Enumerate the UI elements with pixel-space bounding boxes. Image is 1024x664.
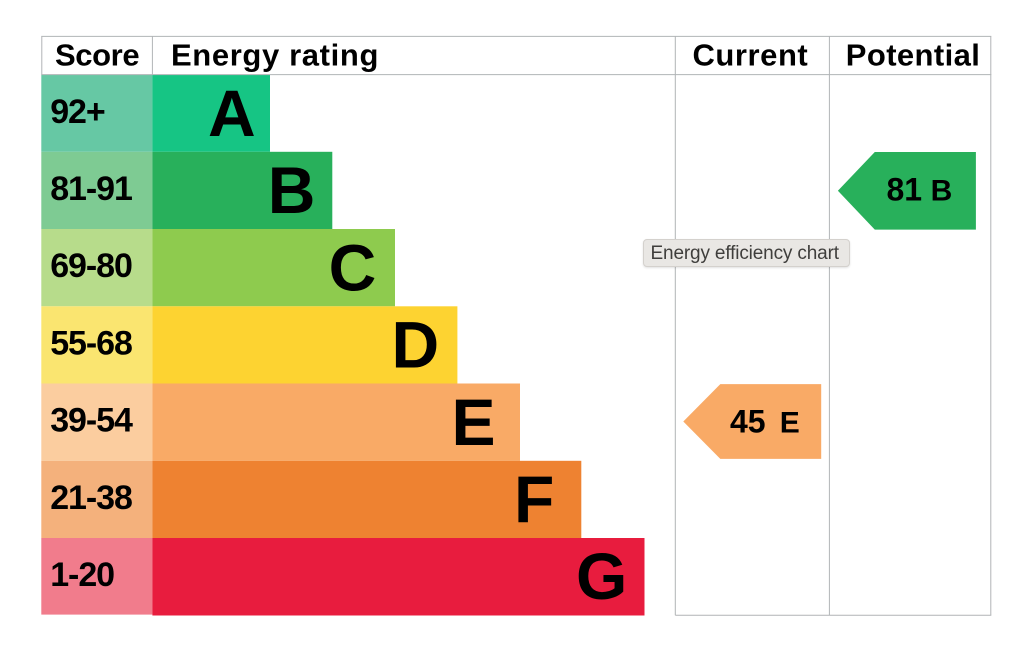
- svg-text:Energy rating: Energy rating: [171, 38, 379, 73]
- svg-text:E: E: [780, 406, 800, 439]
- svg-text:Potential: Potential: [846, 38, 980, 73]
- svg-text:B: B: [931, 175, 953, 208]
- svg-text:E: E: [451, 385, 495, 459]
- svg-text:55-68: 55-68: [50, 325, 132, 363]
- svg-text:D: D: [391, 308, 439, 382]
- svg-text:81: 81: [887, 172, 923, 208]
- svg-text:A: A: [208, 76, 256, 150]
- svg-text:45: 45: [730, 403, 766, 439]
- svg-text:Current: Current: [693, 38, 809, 73]
- svg-text:C: C: [329, 230, 377, 304]
- svg-text:B: B: [268, 153, 316, 227]
- svg-text:69-80: 69-80: [50, 247, 132, 285]
- svg-text:F: F: [514, 462, 554, 536]
- svg-text:39-54: 39-54: [50, 402, 133, 440]
- svg-text:92+: 92+: [50, 93, 105, 131]
- svg-text:81-91: 81-91: [50, 170, 132, 208]
- svg-text:21-38: 21-38: [50, 479, 132, 517]
- svg-text:G: G: [576, 539, 627, 613]
- svg-text:1-20: 1-20: [50, 556, 114, 594]
- svg-text:Score: Score: [55, 38, 139, 73]
